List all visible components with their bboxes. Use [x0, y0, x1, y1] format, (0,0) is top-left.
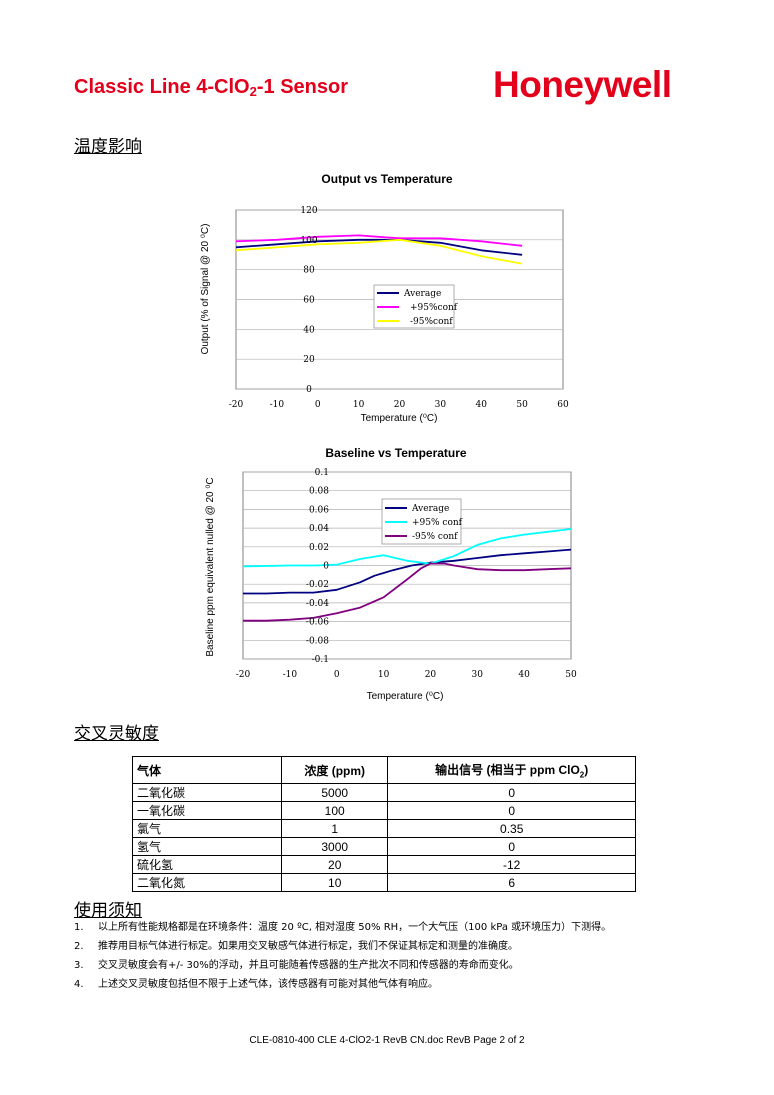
list-item: 2. 推荐用目标气体进行标定。如果用交叉敏感气体进行标定，我们不保证其标定和测量的…	[74, 941, 518, 952]
gas-cell: 氯气	[132, 819, 282, 838]
gas-cell: 硫化氢	[132, 855, 282, 874]
c2-xtick-label: 10	[378, 670, 390, 680]
list-item: 4. 上述交叉灵敏度包括但不限于上述气体，该传感器有可能对其他气体有响应。	[74, 979, 438, 990]
c2-series--95-conf-line	[242, 528, 572, 568]
c2-ytick-label: -0.08	[306, 636, 329, 646]
table-row: 氯气 1 0.35	[132, 819, 636, 838]
output-cell: 0	[387, 783, 636, 802]
concentration-cell: 10	[280, 873, 389, 892]
c2-xtick-label: -20	[236, 670, 251, 680]
c2-legend-label: +95% conf	[412, 518, 463, 528]
c2-ytick-label: 0.04	[309, 524, 329, 534]
gas-cell: 二氧化氮	[132, 873, 282, 892]
c1-xtick-label: 40	[476, 400, 488, 410]
c2-ytick-label: -0.06	[306, 618, 329, 628]
c2-ytick-label: 0.06	[309, 505, 329, 515]
c2-xtick-label: 30	[472, 670, 484, 680]
chart2-legend: Average +95% conf -95% conf	[381, 498, 463, 545]
c1-xtick-label: -20	[229, 400, 244, 410]
chart1-legend: Average +95%conf -95%conf	[373, 284, 458, 329]
c2-xtick-label: 0	[334, 670, 340, 680]
c1-xtick-label: 50	[516, 400, 528, 410]
c1-series-average-line	[235, 238, 523, 256]
c2-series--95-conf-line	[243, 562, 572, 622]
table-row: 氢气 3000 0	[132, 837, 636, 856]
c2-xtick-label: 20	[425, 670, 437, 680]
c1-xtick-label: 10	[353, 400, 365, 410]
cross-sensitivity-table: 气体 浓度 (ppm) 输出信号 (相当于 ppm ClO2) 二氧化碳 5000…	[132, 756, 636, 892]
c2-series-average-line	[243, 548, 572, 595]
c2-ytick-label: 0.1	[315, 468, 329, 478]
c2-xtick-label: -10	[283, 670, 298, 680]
table-row: 二氧化碳 5000 0	[132, 783, 636, 802]
chart2-ylabel: Baseline ppm equivalent nulled @ 20 ⁰C	[205, 477, 216, 656]
c1-xtick-label: -10	[270, 400, 285, 410]
c2-ytick-label: 0.02	[309, 543, 329, 553]
c2-ytick-label: -0.04	[306, 599, 329, 609]
section-heading-cross-sensitivity: 交叉灵敏度	[74, 724, 159, 744]
notes-list: 1. 以上所有性能规格都是在环境条件：温度 20 ºC, 相对湿度 50% RH，…	[74, 918, 611, 994]
c2-xtick-label: 50	[565, 670, 577, 680]
output-vs-temperature-chart: Output vs Temperature 020406080100120-20…	[200, 172, 569, 424]
chart2-title: Baseline vs Temperature	[325, 446, 467, 460]
c1-ytick-label: 100	[300, 236, 317, 246]
c1-ytick-label: 60	[303, 296, 315, 306]
c2-ytick-label: -0.1	[312, 655, 329, 665]
concentration-cell: 5000	[280, 783, 389, 802]
table-row: 硫化氢 20 -12	[132, 855, 636, 874]
c2-ytick-label: 0	[323, 562, 329, 572]
output-cell: -12	[387, 855, 636, 874]
table-row: 一氧化碳 100 0	[132, 801, 636, 820]
c1-ytick-label: 40	[303, 325, 315, 335]
chart1-ylabel: Output (% of Signal @ 20 ⁰C)	[200, 224, 211, 355]
page-footer: CLE-0810-400 CLE 4-ClO2-1 RevB CN.doc Re…	[249, 1035, 525, 1046]
c1-xtick-label: 0	[315, 400, 321, 410]
c1-xtick-label: 20	[394, 400, 406, 410]
c1-series--95-conf-line	[235, 238, 523, 265]
col-header-gas: 气体	[132, 756, 282, 784]
c2-legend-label: -95% conf	[412, 532, 458, 542]
table-header-row: 气体 浓度 (ppm) 输出信号 (相当于 ppm ClO2)	[132, 756, 636, 784]
gas-cell: 一氧化碳	[132, 801, 282, 820]
chart1-xlabel: Temperature (⁰C)	[361, 413, 438, 424]
c1-series--95-conf-line	[235, 234, 523, 247]
c1-ytick-label: 120	[300, 206, 317, 216]
chart1-title: Output vs Temperature	[321, 172, 452, 186]
concentration-cell: 3000	[280, 837, 389, 856]
col-header-concentration: 浓度 (ppm)	[280, 756, 389, 784]
output-cell: 0	[387, 837, 636, 856]
baseline-vs-temperature-chart: Baseline vs Temperature 0.1 0.08 0.06 0.04 0…	[205, 446, 577, 702]
list-item: 1. 以上所有性能规格都是在环境条件：温度 20 ºC, 相对湿度 50% RH，…	[74, 922, 612, 933]
c1-ytick-label: 20	[303, 355, 315, 365]
gas-cell: 氢气	[132, 837, 282, 856]
concentration-cell: 100	[280, 801, 389, 820]
chart2-xlabel: Temperature (⁰C)	[367, 691, 444, 702]
honeywell-logo: Honeywell	[493, 64, 672, 105]
c1-legend-label: +95%conf	[410, 303, 458, 313]
c1-ytick-label: 0	[306, 385, 312, 395]
gas-cell: 二氧化碳	[132, 783, 282, 802]
c1-legend-label: Average	[403, 289, 441, 299]
concentration-cell: 1	[280, 819, 389, 838]
c1-ytick-label: 80	[303, 266, 315, 276]
c1-xtick-label: 60	[557, 400, 569, 410]
section-heading-notes: 使用须知	[74, 901, 142, 921]
page-title: Classic Line 4-ClO2-1 Sensor	[74, 76, 349, 99]
c1-xtick-label: 30	[435, 400, 447, 410]
output-cell: 6	[387, 873, 636, 892]
c2-ytick-label: -0.02	[306, 580, 329, 590]
concentration-cell: 20	[280, 855, 389, 874]
section-heading-temperature: 温度影响	[74, 137, 142, 157]
output-cell: 0	[387, 801, 636, 820]
c1-legend-label: -95%conf	[410, 317, 453, 327]
output-cell: 0.35	[387, 819, 636, 838]
table-row: 二氧化氮 10 6	[132, 873, 636, 892]
col-header-output: 输出信号 (相当于 ppm ClO2)	[387, 756, 636, 784]
c2-legend-label: Average	[411, 504, 449, 514]
c2-xtick-label: 40	[518, 670, 530, 680]
list-item: 3. 交叉灵敏度会有+/- 30%的浮动，并且可能随着传感器的生产批次不同和传感器…	[74, 960, 519, 971]
c2-ytick-label: 0.08	[309, 487, 329, 497]
